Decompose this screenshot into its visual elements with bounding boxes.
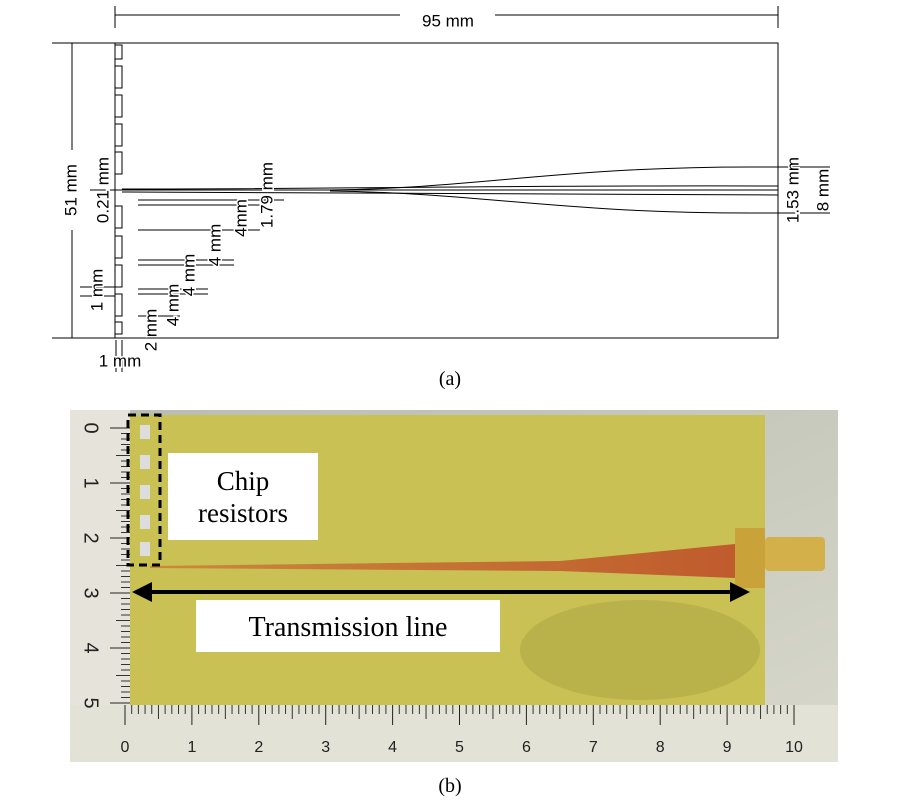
label-box [168, 453, 318, 540]
dimension-label: 1 mm [99, 351, 142, 370]
pad [114, 264, 123, 288]
left-ruler [70, 410, 130, 710]
chip [140, 515, 150, 529]
pad [114, 321, 123, 335]
chip [140, 485, 150, 499]
pad [114, 94, 123, 118]
connector-body [765, 537, 825, 571]
ruler-label: 0 [80, 422, 102, 433]
shadow [520, 600, 760, 700]
bottom-ruler [70, 705, 838, 762]
taper [80, 166, 830, 372]
ground-edge [329, 166, 830, 191]
chip [140, 455, 150, 469]
dimension-label: 0.21 mm [93, 157, 112, 223]
chip-label: Chip resistors [198, 466, 288, 528]
strip-edge [121, 191, 779, 196]
line-label: Transmission line [249, 612, 448, 643]
dimension-label: 1.53 mm [783, 157, 802, 223]
tapered-line [150, 544, 755, 578]
dimension-label: 4mm [231, 199, 250, 237]
ruler-label: 3 [321, 739, 330, 756]
dimension-label: 8 mm [813, 169, 832, 212]
caption: (b) [438, 775, 461, 797]
ruler-label: 2 [80, 532, 102, 543]
dimension-label: 4 mm [205, 224, 224, 267]
caption: (a) [439, 368, 461, 390]
ruler-label: 4 [388, 739, 397, 756]
pad [114, 123, 123, 147]
pad [114, 65, 123, 89]
chip [140, 542, 150, 556]
dimension-label: 2 mm [141, 309, 160, 352]
ruler-label: 2 [254, 739, 263, 756]
ruler-label: 3 [80, 587, 102, 598]
dimension-label: 4 mm [179, 254, 198, 297]
panel-b-photo: 0 1 2 3 4 5 6 7 8 9 10 0 1 2 3 4 5 Chip resistors Transmi… [70, 410, 838, 797]
dimension-label: 4 mm [163, 284, 182, 327]
chip [140, 425, 150, 439]
pad [114, 151, 123, 175]
connector-flange [735, 528, 765, 588]
ruler-label: 6 [522, 739, 531, 756]
ruler-label: 9 [723, 739, 732, 756]
ruler-label: 4 [80, 642, 102, 653]
pad [114, 44, 123, 60]
ruler-label: 5 [80, 697, 102, 708]
pad [114, 205, 123, 229]
pads [114, 44, 123, 335]
dimension-label: 1 mm [87, 269, 106, 312]
ruler-label: 0 [121, 739, 130, 756]
pad [114, 293, 123, 317]
ruler-label: 1 [187, 739, 196, 756]
strip-edge [121, 185, 779, 190]
dimension-label: 1.79 mm [257, 162, 276, 228]
ruler-label: 10 [785, 739, 803, 756]
ruler-label: 1 [80, 477, 102, 488]
dimension-label: 95 mm [422, 11, 474, 30]
label-box [196, 600, 500, 652]
chip-box [126, 413, 162, 567]
ruler-label: 8 [656, 739, 665, 756]
ground-edge [329, 190, 830, 214]
ruler-ticks: 0 1 2 3 4 5 6 7 8 9 10 0 1 2 3 4 5 [80, 422, 803, 756]
pad [114, 235, 123, 259]
ruler-label: 7 [589, 739, 598, 756]
chips [140, 425, 150, 556]
ruler-label: 5 [455, 739, 464, 756]
dimension-label: 51 mm [61, 164, 80, 216]
